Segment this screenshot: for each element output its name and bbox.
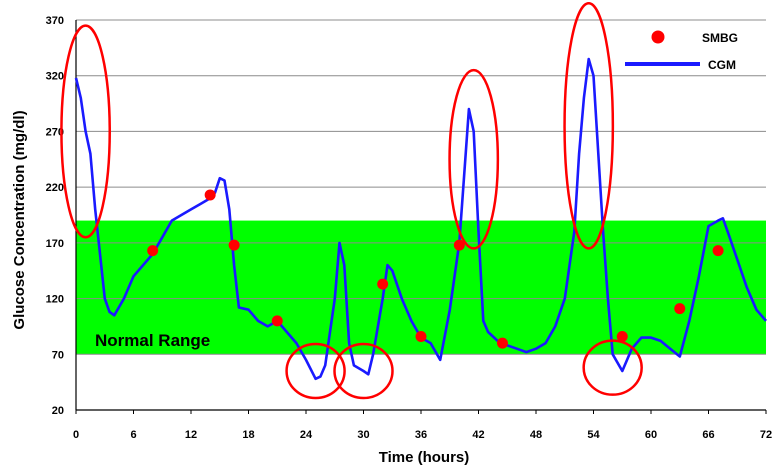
y-tick-label: 120	[46, 294, 64, 306]
hypoglycemia-highlight-circle	[582, 339, 643, 396]
legend-smbg-marker	[651, 30, 665, 44]
hyperglycemia-highlight-ellipse	[448, 68, 500, 250]
legend: SMBG CGM	[625, 30, 738, 72]
x-tick-label: 54	[587, 429, 600, 441]
y-tick-label: 270	[46, 126, 64, 138]
smbg-point	[674, 303, 686, 315]
x-tick-label: 12	[185, 429, 197, 441]
hypoglycemia-highlight-circle	[333, 342, 394, 400]
smbg-point	[147, 245, 159, 257]
axes: 20 70 120 170 220 270 320 370 0 6 12 18 24 30 36 42 48 54…	[46, 15, 772, 441]
y-tick-label: 170	[46, 238, 64, 250]
y-tick-label: 370	[46, 15, 64, 27]
smbg-point	[271, 315, 283, 327]
x-tick-label: 72	[760, 429, 772, 441]
smbg-point	[712, 245, 724, 257]
smbg-point	[228, 239, 240, 251]
smbg-point	[415, 330, 427, 342]
y-tick-label: 320	[46, 71, 64, 83]
cgm-line	[74, 57, 767, 381]
x-tick-label: 66	[702, 429, 714, 441]
x-tick-label: 36	[415, 429, 427, 441]
highlight-layer	[60, 2, 643, 400]
x-tick-label: 48	[530, 429, 542, 441]
hyperglycemia-highlight-ellipse	[563, 2, 615, 250]
x-tick-label: 30	[357, 429, 369, 441]
x-tick-label: 42	[472, 429, 484, 441]
normal-range-label: Normal Range	[95, 331, 210, 350]
y-axis-title: Glucose Concentration (mg/dl)	[11, 110, 28, 329]
smbg-point	[377, 278, 389, 290]
series-layer	[74, 57, 767, 381]
legend-smbg-label: SMBG	[702, 31, 738, 45]
hypoglycemia-highlight-circle	[285, 342, 346, 400]
smbg-point	[496, 337, 508, 349]
x-tick-label: 6	[130, 429, 136, 441]
x-tick-label: 24	[300, 429, 313, 441]
x-tick-label: 60	[645, 429, 657, 441]
hyperglycemia-highlight-ellipse	[60, 24, 111, 239]
y-tick-label: 70	[52, 349, 64, 361]
legend-cgm-label: CGM	[708, 58, 736, 72]
x-tick-label: 0	[73, 429, 79, 441]
smbg-point	[204, 189, 216, 201]
smbg-point	[453, 239, 465, 251]
x-axis-title: Time (hours)	[379, 449, 470, 466]
smbg-point	[616, 330, 628, 342]
y-tick-label: 220	[46, 182, 64, 194]
y-tick-label: 20	[52, 405, 64, 417]
x-tick-label: 18	[242, 429, 254, 441]
